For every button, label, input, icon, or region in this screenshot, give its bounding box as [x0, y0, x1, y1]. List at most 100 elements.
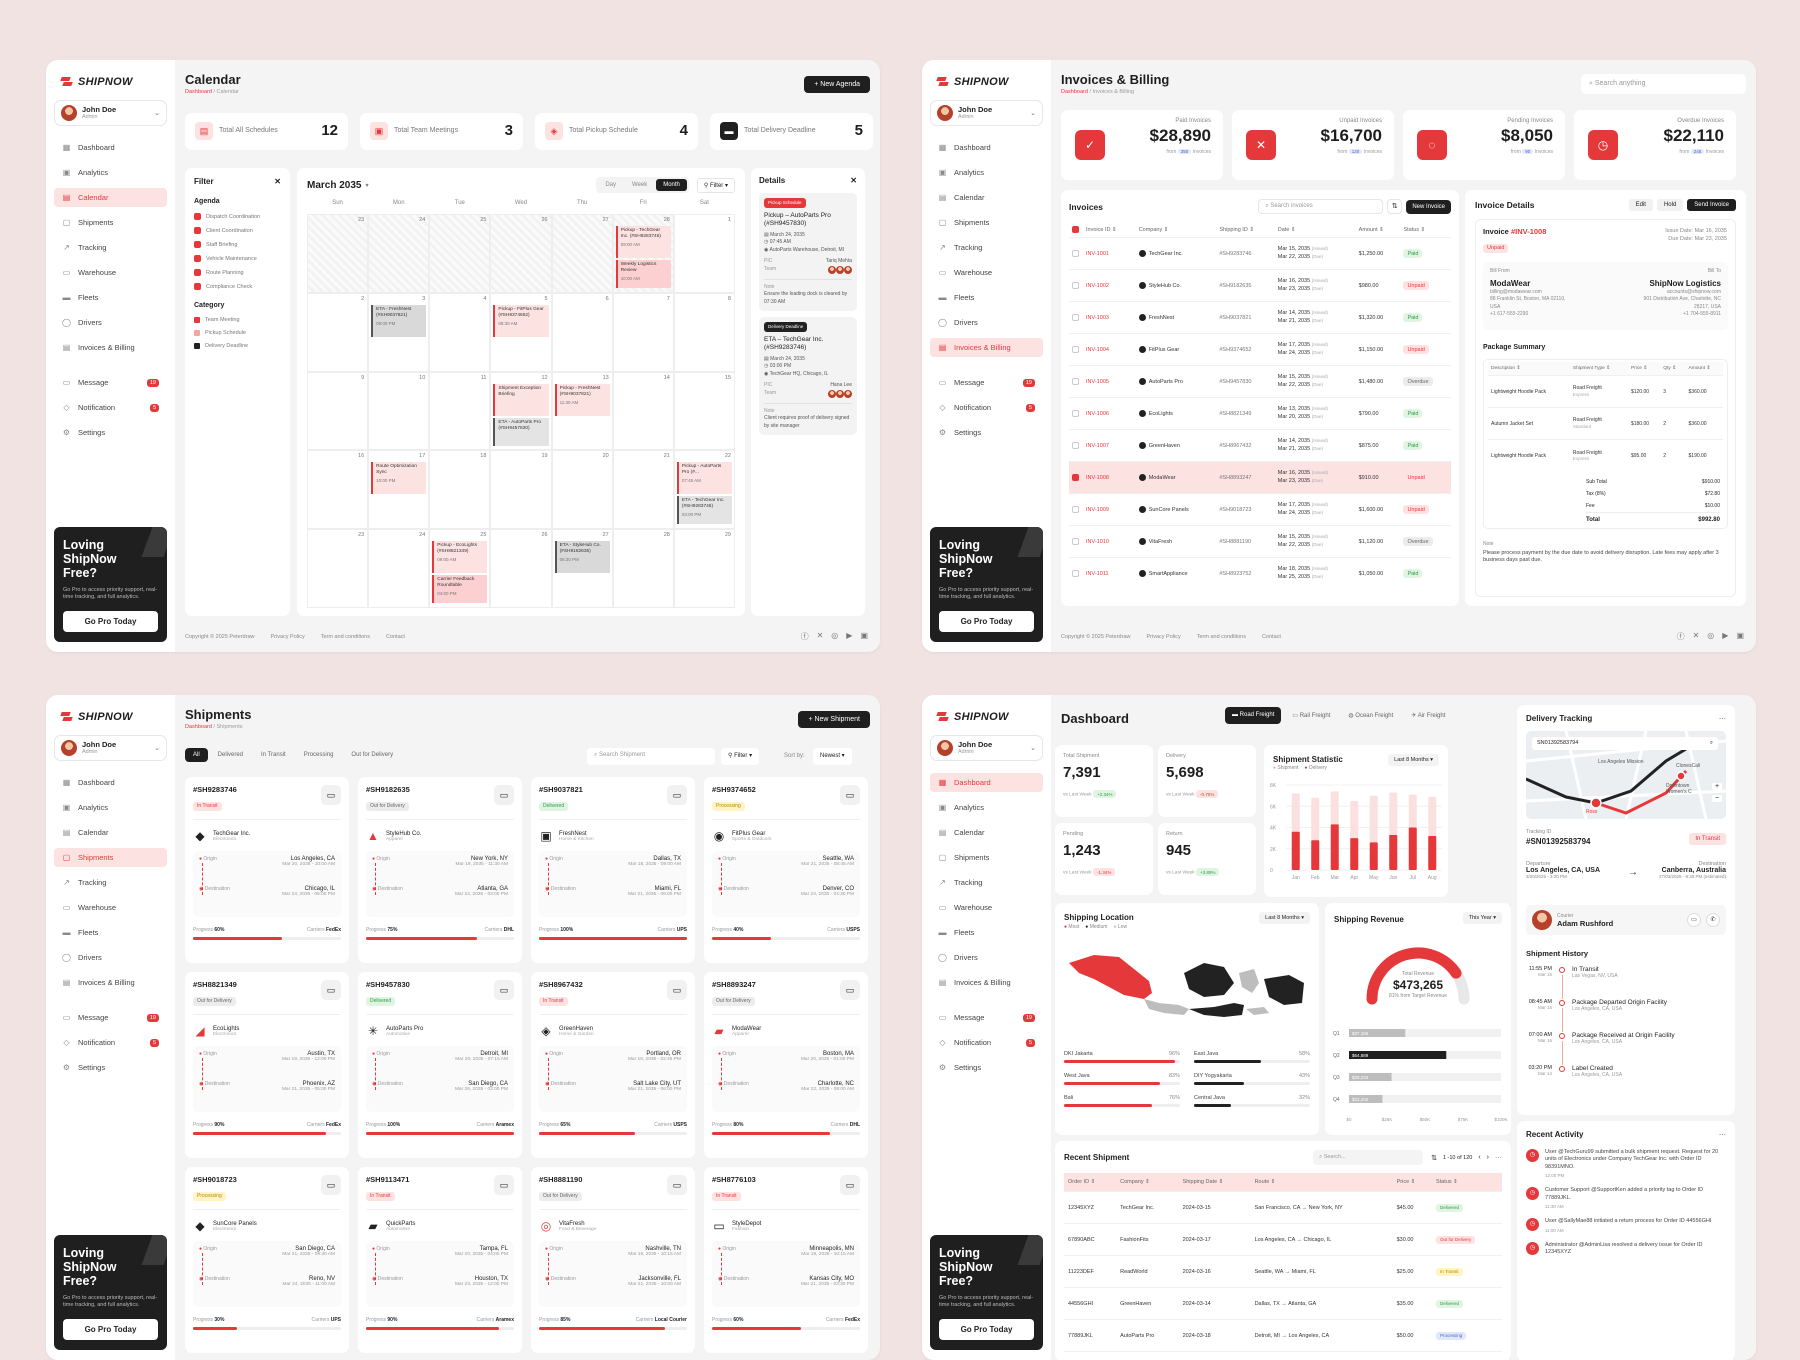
calendar-day[interactable]: 5 [490, 292, 552, 372]
sidebar-item-drivers[interactable]: ◯ Drivers [930, 313, 1043, 332]
row-checkbox[interactable] [1072, 346, 1079, 353]
filter-button[interactable]: ⚲ Filter ▾ [721, 748, 760, 765]
calendar-day[interactable]: 17 [368, 450, 430, 530]
activity-item[interactable]: ◷ User @SallyMae88 initiated a return pro… [1526, 1218, 1726, 1233]
filter-button[interactable]: ⚲ Filter ▾ [696, 177, 735, 193]
youtube-icon[interactable]: ▶ [1722, 631, 1729, 640]
calendar-day[interactable]: 25 [429, 214, 491, 293]
shipment-card[interactable]: #SH8821349 Out for Delivery ▭ ◢ EcoLight… [185, 972, 349, 1158]
shipment-card[interactable]: #SH9374652 Processing ▭ ◉ FitPlus Gear Sp… [704, 777, 868, 963]
shipment-card[interactable]: #SH9113471 In Transit ▭ ▰ QuickParts Auto… [358, 1167, 522, 1353]
calendar-day[interactable]: 3 [368, 292, 430, 372]
close-icon[interactable]: ✕ [274, 177, 281, 186]
breadcrumb-root[interactable]: Dashboard [185, 89, 212, 95]
activity-item[interactable]: ◷ Customer Support @SupportKen added a pr… [1526, 1187, 1726, 1209]
sidebar-item-calendar[interactable]: ▤ Calendar [54, 823, 167, 842]
table-row[interactable]: 12345XYZ TechGear Inc. 2024-03-15 San Franc… [1064, 1191, 1502, 1224]
table-row[interactable]: INV-1007 GreenHaven #SH8967432 Mar 14, 2… [1069, 429, 1451, 462]
calendar-event[interactable]: Weekly Logistics Review 10:00 AM [615, 260, 671, 288]
tab-all[interactable]: All [185, 748, 208, 762]
view-day[interactable]: Day [605, 182, 616, 188]
sidebar-item-drivers[interactable]: ◯ Drivers [54, 948, 167, 967]
shipment-card[interactable]: #SH9018723 Processing ▭ ◆ SunCore Panels… [185, 1167, 349, 1353]
table-row[interactable]: INV-1010 VitaFresh #SH8881190 Mar 15, 20… [1069, 525, 1451, 558]
sidebar-item-tracking[interactable]: ↗ Tracking [930, 238, 1043, 257]
facebook-icon[interactable]: ⓕ [1676, 632, 1685, 641]
edit-button[interactable]: Edit [1628, 199, 1653, 211]
row-checkbox[interactable] [1072, 506, 1079, 513]
freight-tab-air-freight[interactable]: ✈ Air Freight [1404, 707, 1452, 724]
select-all-checkbox[interactable] [1072, 226, 1079, 233]
calendar-day[interactable]: 15 [673, 371, 735, 451]
calendar-day[interactable]: 27 [551, 529, 613, 608]
quarter-bar[interactable] [1349, 1029, 1406, 1037]
chevron-left-icon[interactable]: ‹ [1478, 1154, 1481, 1161]
checkbox[interactable] [194, 213, 201, 220]
sidebar-item-shipments[interactable]: ▢ Shipments [930, 848, 1043, 867]
category-item[interactable]: Delivery Deadline [194, 343, 281, 349]
agenda-filter[interactable]: Staff Briefing [194, 241, 281, 248]
bar-delivery[interactable] [1330, 824, 1339, 870]
sidebar-item-analytics[interactable]: ▣ Analytics [54, 798, 167, 817]
view-week[interactable]: Week [631, 182, 648, 188]
region-item[interactable]: Bali 76% [1064, 1095, 1180, 1107]
row-checkbox[interactable] [1072, 570, 1079, 578]
sidebar-item-shipments[interactable]: ▢ Shipments [54, 848, 167, 867]
calendar-day[interactable]: 28 [612, 529, 674, 608]
shipment-card[interactable]: #SH8967432 In Transit ▭ ◈ GreenHaven Home… [531, 972, 695, 1158]
calendar-day[interactable]: 18 [429, 450, 491, 530]
column-header[interactable]: Price ⇕ [1396, 1179, 1416, 1185]
table-row[interactable]: INV-1009 SunCore Panels #SH9018723 Mar 1… [1069, 493, 1451, 526]
sidebar-item-message[interactable]: ▭ Message 19 [930, 1008, 1043, 1027]
activity-item[interactable]: ◷ Administrator @AdminLisa resolved a del… [1526, 1241, 1726, 1259]
row-checkbox[interactable] [1072, 410, 1079, 417]
calendar-day[interactable]: 12 [490, 371, 552, 451]
sidebar-item-analytics[interactable]: ▣ Analytics [54, 163, 167, 182]
checkbox[interactable] [194, 255, 201, 262]
calendar-day[interactable]: 13 [551, 371, 613, 451]
sidebar-item-warehouse[interactable]: ▭ Warehouse [54, 898, 167, 917]
shipment-card[interactable]: #SH9037821 Delivered ▭ ▣ FreshNest Home &… [531, 777, 695, 963]
close-icon[interactable]: ✕ [850, 176, 857, 185]
invoice-id[interactable]: INV-1010 [1083, 525, 1136, 558]
invoice-search-input[interactable]: ⌕ Search invoices [1258, 199, 1384, 214]
calendar-day[interactable]: 22 [673, 450, 735, 530]
calendar-day[interactable]: 7 [612, 292, 674, 372]
calendar-event[interactable]: ETA - AutoParts Pro (#SH9457830) [493, 417, 549, 446]
sidebar-item-calendar[interactable]: ▤ Calendar [930, 188, 1043, 207]
calendar-event[interactable]: Pickup - FreshNest (#SH9037821) 11:30 AM [554, 383, 610, 416]
region-item[interactable]: Central Java 32% [1194, 1095, 1310, 1107]
user-menu[interactable]: John Doe Admin ⌄ [54, 735, 167, 761]
send-invoice-button[interactable]: Send Invoice [1687, 199, 1736, 211]
column-header[interactable]: Status ⇕ [1403, 226, 1426, 233]
loc-range-select[interactable]: Last 8 Months ▾ [1259, 912, 1310, 924]
checkbox[interactable] [194, 227, 201, 234]
sidebar-item-notification[interactable]: ◇ Notification 5 [930, 398, 1043, 417]
sidebar-item-shipments[interactable]: ▢ Shipments [54, 213, 167, 232]
logo[interactable]: SHIPNOW [936, 76, 1043, 88]
sidebar-item-invoices-billing[interactable]: ▤ Invoices & Billing [930, 973, 1043, 992]
bar-delivery[interactable] [1408, 827, 1417, 871]
table-row[interactable]: 67890ABC FashionFits 2024-03-17 Los Angeles… [1064, 1223, 1502, 1256]
sidebar-item-drivers[interactable]: ◯ Drivers [930, 948, 1043, 967]
table-row[interactable]: 77889JKL AutoParts Pro 2024-03-18 Detroit, … [1064, 1319, 1502, 1352]
terms-link[interactable]: Term and conditions [320, 634, 370, 640]
bar-delivery[interactable] [1428, 836, 1437, 870]
go-pro-button[interactable]: Go Pro Today [939, 611, 1034, 632]
sidebar-item-tracking[interactable]: ↗ Tracking [54, 238, 167, 257]
sidebar-item-calendar[interactable]: ▤ Calendar [54, 188, 167, 207]
row-checkbox[interactable] [1072, 378, 1079, 385]
shipment-card[interactable]: #SH8881190 Out for Delivery ▭ ◎ VitaFres… [531, 1167, 695, 1353]
bar-delivery[interactable] [1350, 838, 1359, 870]
sidebar-item-settings[interactable]: ⚙ Settings [930, 423, 1043, 442]
column-header[interactable]: Company ⇕ [1138, 226, 1169, 233]
shipment-search-input[interactable]: ⌕ Search Shipment [587, 748, 715, 765]
sidebar-item-settings[interactable]: ⚙ Settings [930, 1058, 1043, 1077]
go-pro-button[interactable]: Go Pro Today [63, 1319, 158, 1340]
sidebar-item-settings[interactable]: ⚙ Settings [54, 1058, 167, 1077]
go-pro-button[interactable]: Go Pro Today [63, 611, 158, 632]
region-item[interactable]: East Java 58% [1194, 1051, 1310, 1063]
column-header[interactable]: Shipping Date ⇕ [1182, 1179, 1224, 1185]
contact-link[interactable]: Contact [385, 634, 405, 640]
calendar-day[interactable]: 24 [368, 529, 430, 608]
